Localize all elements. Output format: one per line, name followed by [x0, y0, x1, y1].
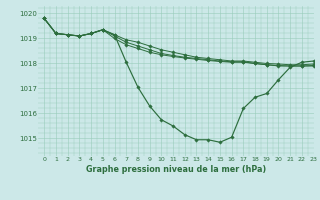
X-axis label: Graphe pression niveau de la mer (hPa): Graphe pression niveau de la mer (hPa)	[86, 165, 266, 174]
